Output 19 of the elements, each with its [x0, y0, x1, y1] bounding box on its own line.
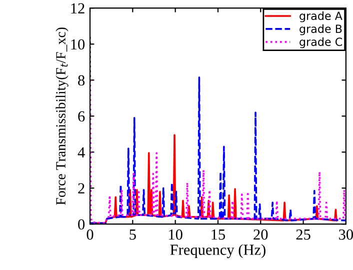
- y-tick-label: 8: [78, 75, 85, 86]
- y-axis-title: Force Transmissibility(F$_{t}$/F_xc): [56, 28, 68, 205]
- y-tick-label: 12: [71, 3, 84, 14]
- y-tick-label: 4: [78, 147, 85, 158]
- x-tick-label: 10: [169, 229, 182, 240]
- y-tick-label: 2: [78, 183, 84, 194]
- legend-label: grade B: [300, 24, 342, 36]
- x-tick-label: 20: [254, 229, 268, 240]
- x-tick-label: 0: [86, 229, 94, 240]
- x-tick-label: 5: [130, 230, 136, 240]
- x-axis-title: Frequency (Hz): [170, 244, 266, 258]
- x-tick-label: 30: [339, 229, 353, 240]
- y-tick-label: 10: [71, 39, 85, 50]
- x-tick-label: 15: [212, 229, 226, 240]
- y-tick-label: 6: [78, 111, 85, 122]
- legend-label: grade A: [300, 11, 342, 22]
- x-tick-label: 25: [296, 229, 310, 240]
- y-tick-label: 0: [78, 219, 85, 230]
- legend-label: grade C: [300, 37, 342, 48]
